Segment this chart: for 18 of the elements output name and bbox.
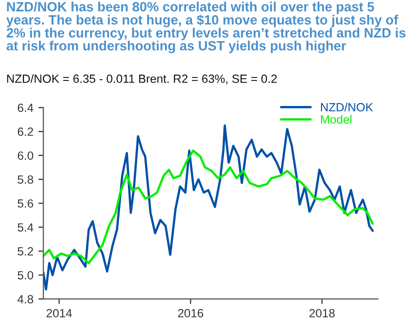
- y-tick-label: 5.2: [18, 247, 34, 256]
- chart-subtitle: NZD/NOK = 6.35 - 0.011 Brent. R2 = 63%, SE = 0.2: [7, 74, 277, 84]
- x-tick-label: 2018: [309, 309, 335, 318]
- line-series: [43, 150, 374, 264]
- legend-label: NZD/NOK: [321, 102, 374, 112]
- x-tick-label: 2016: [178, 309, 204, 318]
- y-tick-label: 5.6: [18, 199, 34, 208]
- x-tick-label: 2014: [46, 309, 72, 318]
- line-series: [43, 124, 374, 291]
- y-tick-label: 5.0: [18, 271, 34, 280]
- y-tick-label: 5.4: [18, 223, 34, 232]
- y-tick-label: 6.2: [18, 128, 34, 136]
- y-tick-label: 6.4: [18, 104, 34, 112]
- legend-label: Model: [321, 114, 352, 124]
- y-tick-label: 6.0: [18, 151, 34, 160]
- chart-title: NZD/NOK has been 80% correlated with oil over the past 5 years. The beta is not huge, a $10 move equates to just shy of 2% in the currency, but entry levels aren’t stretched and NZD is at risk from undershooting as UST yields push higher: [6, 2, 406, 54]
- y-tick-label: 5.8: [18, 175, 34, 184]
- y-tick-label: 4.8: [18, 295, 34, 304]
